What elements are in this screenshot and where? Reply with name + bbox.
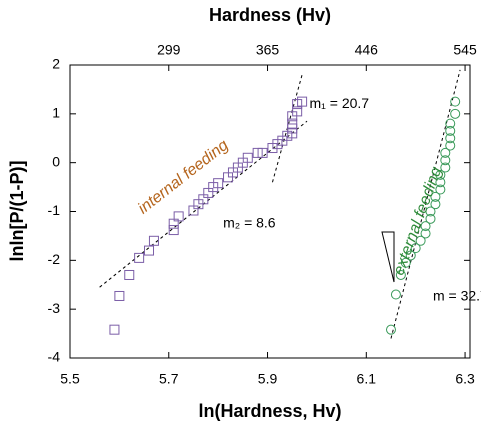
y-tick-label: -2 [48,251,61,267]
data-point [134,252,145,263]
y-tick-label: -1 [48,202,61,218]
data-point [287,118,298,129]
data-point [440,162,451,173]
data-point [390,289,401,300]
data-point [213,178,224,189]
y-axis-label: lnln[P/(1-P)] [7,161,27,262]
data-point [124,269,135,280]
data-point [430,199,441,210]
data-point [445,140,456,151]
data-point [435,184,446,195]
annotation: external feeding [390,165,445,278]
data-point [450,108,461,119]
data-point [292,106,303,117]
data-point [410,243,421,254]
plot-frame [69,64,471,359]
x2-tick-label: 365 [256,42,280,58]
x-tick-label: 5.7 [159,371,179,387]
data-point [435,169,446,180]
data-point [445,118,456,129]
x-tick-label: 5.9 [258,371,278,387]
data-point [405,250,416,261]
data-point [440,147,451,158]
x-tick-label: 6.1 [357,371,377,387]
y-tick-label: -4 [48,349,61,365]
y-tick-label: -3 [48,300,61,316]
data-point [173,211,184,222]
data-point [445,125,456,136]
data-point [297,96,308,107]
y-tick-label: 1 [52,105,60,121]
x-tick-label: 5.5 [60,371,80,387]
data-point [168,225,179,236]
x2-tick-label: 446 [355,42,379,58]
y-tick-label: 0 [52,153,60,169]
fit-line [390,69,461,339]
chart-title: Hardness (Hv) [209,5,331,25]
data-point [148,235,159,246]
data-point [257,147,268,158]
data-point [435,177,446,188]
data-point [420,221,431,232]
data-point [445,133,456,144]
data-point [425,213,436,224]
x-axis-label: ln(Hardness, Hv) [198,401,341,421]
y-tick-label: 2 [52,56,60,72]
data-point [109,324,120,335]
data-point [242,152,253,163]
annotation: m₁ = 20.7 [310,95,370,111]
data-point [400,257,411,268]
data-point [420,228,431,239]
annotation: m₂ = 8.6 [223,214,276,230]
x-tick-label: 6.3 [455,371,475,387]
annotation: m = 32.7 [433,288,481,304]
data-point [425,206,436,217]
data-point [144,245,155,256]
data-point [114,290,125,301]
annotation: internal feeding [135,137,232,218]
data-point [440,155,451,166]
data-point [385,324,396,335]
x2-tick-label: 299 [157,42,181,58]
data-point [450,96,461,107]
data-point [415,235,426,246]
data-point [430,191,441,202]
x2-tick-label: 545 [453,42,477,58]
slope-triangle [381,231,395,283]
data-point [395,269,406,280]
